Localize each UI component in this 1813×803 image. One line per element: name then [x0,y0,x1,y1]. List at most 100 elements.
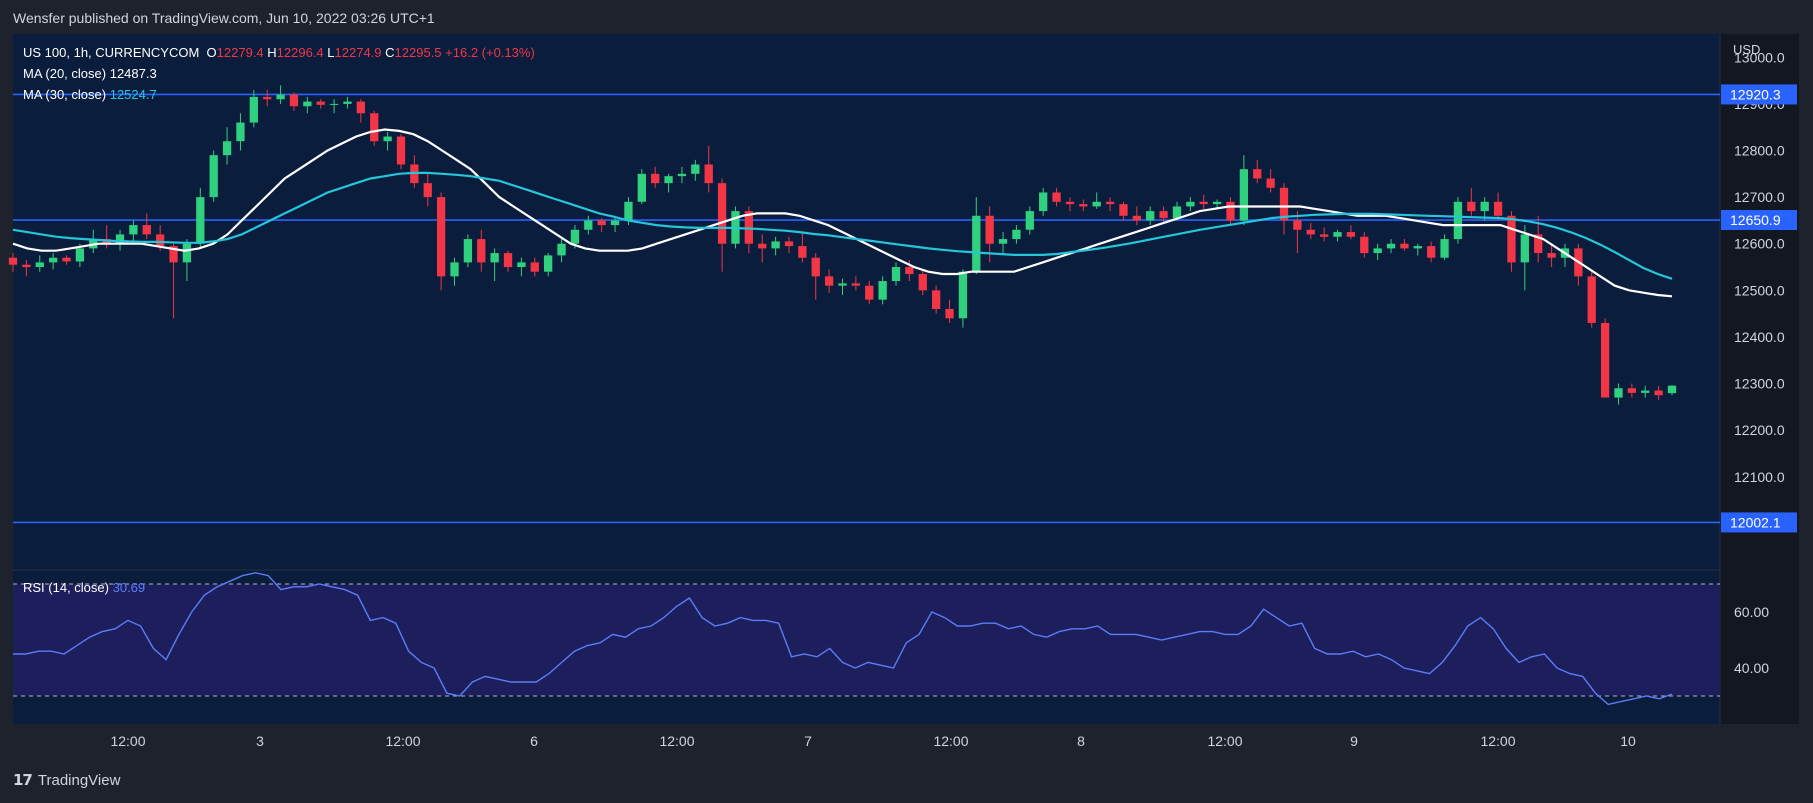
price-tick-label: 12300.0 [1734,376,1785,392]
candle-body [1346,232,1356,237]
candle-body [115,234,125,244]
candle-body [517,262,526,268]
time-tick-label: 12:00 [933,733,968,749]
candle-body [597,220,606,226]
candle-body [1266,178,1275,188]
candle-body [450,262,459,277]
candle-body [891,267,901,282]
candle-body [1587,276,1596,323]
time-tick-label: 12:00 [110,733,145,749]
candle-body [1105,201,1115,205]
currency-label[interactable]: USD [1733,42,1761,57]
candle-body [691,164,700,174]
candle-body [1600,322,1610,398]
candle-body [784,241,794,247]
candle-body [48,257,58,263]
low-value: 12274.9 [334,45,382,60]
ma20-legend: MA (20, close) 12487.3 [23,66,157,81]
ma30-legend: MA (30, close) 12524.7 [23,87,157,102]
candle-body [490,253,499,263]
price-pane [13,34,1720,570]
footer-brand[interactable]: TradingView [37,771,121,789]
candle-body [8,257,18,265]
symbol-legend: US 100, 1h, CURRENCYCOM O12279.4 H12296.… [23,45,535,60]
candle-body [1413,246,1422,249]
candle-body [263,96,272,100]
candle-body [717,183,727,244]
candle-body [1614,388,1623,398]
candle-body [1306,229,1315,235]
publish-header: Wensfer published on TradingView.com, Ju… [13,10,435,26]
candle-body [985,215,994,244]
candle-body [704,164,713,184]
rsi-value: 30.69 [112,580,146,595]
time-tick-label: 12:00 [1480,733,1515,749]
candle-body [918,274,927,291]
candle-body [169,246,178,263]
price-tick-label: 12400.0 [1734,329,1785,345]
candle-body [1667,385,1677,394]
candle-body [329,103,339,105]
candle-body [624,201,633,221]
candle-body [503,253,513,268]
candle-body [1253,169,1262,179]
candle-body [142,225,151,235]
high-label: H [267,45,277,60]
low-label: L [327,45,335,60]
candle-body [356,101,366,114]
candle-body [222,141,232,156]
time-tick-label: 7 [804,733,812,749]
time-tick-label: 12:00 [385,733,420,749]
candle-body [35,262,44,268]
candle-body [1065,201,1075,205]
candle-body [1627,388,1637,393]
candle-body [156,234,165,247]
candle-body [1507,215,1516,263]
candle-body [1012,229,1021,240]
candle-body [865,285,874,300]
candle-body [1172,206,1182,219]
candle-body [1199,201,1208,205]
candle-body [276,94,285,100]
rsi-band [13,584,1720,696]
price-tick-label: 12700.0 [1734,189,1785,205]
candle-body [878,281,887,300]
time-tick-label: 10 [1620,733,1636,749]
candle-body [664,176,673,184]
candle-body [1386,243,1396,249]
candle-body [1360,236,1369,254]
candle-body [182,243,192,263]
time-tick-label: 9 [1350,733,1358,749]
candle-body [1132,215,1141,221]
candle-body [316,101,325,105]
horizontal-level-label: 12002.1 [1730,514,1781,530]
candle-body [1534,234,1543,254]
candle-body [972,215,981,272]
candle-body [1440,239,1449,258]
candle-body [1333,232,1342,237]
candle-body [851,283,861,286]
candle-body [370,113,379,142]
candle-body [758,243,767,249]
candle-body [1319,234,1329,237]
time-tick-label: 6 [530,733,538,749]
candle-body [129,225,138,235]
candle-body [584,220,593,230]
candle-body [1480,201,1489,212]
ma30-label: MA (30, close) [23,87,107,102]
candle-body [1025,211,1034,230]
rsi-label: RSI (14, close) [23,580,109,595]
candle-body [932,290,941,309]
tradingview-logo-icon: 17 [13,771,33,789]
ma20-label: MA (20, close) [23,66,107,81]
candle-body [1119,204,1128,216]
horizontal-level-tag [1721,210,1797,231]
candle-body [1654,390,1663,396]
candle-body [477,239,486,263]
candle-body [1212,201,1222,205]
candle-body [610,220,620,226]
candle-body [824,276,834,286]
candle-body [1493,201,1503,216]
candle-body [905,267,914,275]
